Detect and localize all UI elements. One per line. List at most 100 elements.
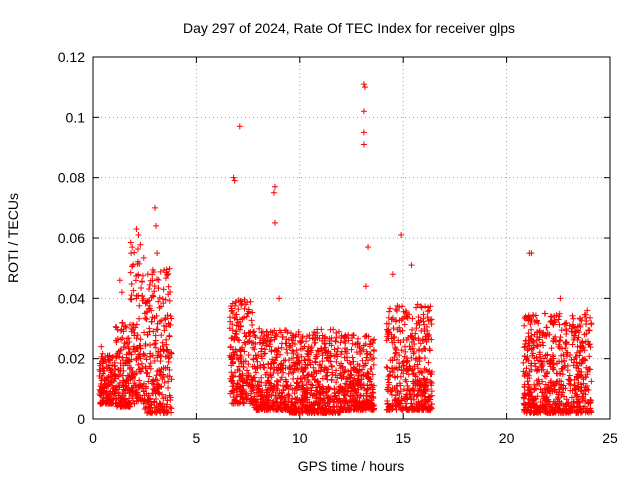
data-point bbox=[367, 351, 374, 358]
data-point bbox=[270, 370, 277, 377]
data-point bbox=[567, 381, 574, 388]
data-point bbox=[358, 348, 365, 355]
data-point bbox=[233, 331, 240, 338]
data-point bbox=[115, 373, 122, 380]
data-point bbox=[316, 401, 323, 408]
data-point bbox=[230, 394, 237, 401]
data-point bbox=[238, 346, 245, 353]
data-point bbox=[549, 351, 556, 358]
data-point bbox=[160, 286, 167, 293]
data-point bbox=[295, 331, 302, 338]
data-point bbox=[271, 183, 278, 190]
data-point bbox=[588, 321, 595, 328]
data-point bbox=[323, 347, 330, 354]
data-point bbox=[157, 358, 164, 365]
data-point bbox=[115, 366, 122, 373]
data-point bbox=[148, 318, 155, 325]
data-point bbox=[232, 346, 239, 353]
data-point bbox=[150, 376, 157, 383]
data-point bbox=[339, 363, 346, 370]
data-point bbox=[244, 367, 251, 374]
data-point bbox=[226, 314, 233, 321]
data-point bbox=[566, 372, 573, 379]
data-point bbox=[340, 391, 347, 398]
data-point bbox=[140, 400, 147, 407]
data-point bbox=[252, 352, 259, 359]
data-point bbox=[408, 262, 415, 269]
data-point bbox=[271, 383, 278, 390]
data-point bbox=[308, 343, 315, 350]
data-point bbox=[152, 386, 159, 393]
data-point bbox=[151, 341, 158, 348]
data-point bbox=[257, 388, 264, 395]
data-point bbox=[99, 399, 106, 406]
data-point bbox=[117, 347, 124, 354]
data-point bbox=[278, 365, 285, 372]
data-point bbox=[100, 398, 107, 405]
data-point bbox=[238, 354, 245, 361]
data-point bbox=[117, 360, 124, 367]
data-point bbox=[103, 394, 110, 401]
data-point bbox=[117, 394, 124, 401]
data-point bbox=[323, 355, 330, 362]
data-point bbox=[105, 381, 112, 388]
data-point bbox=[293, 347, 300, 354]
data-point bbox=[241, 339, 248, 346]
data-point bbox=[227, 344, 234, 351]
data-point bbox=[361, 84, 368, 91]
data-point bbox=[245, 352, 252, 359]
data-point bbox=[99, 384, 106, 391]
data-point bbox=[428, 321, 435, 328]
data-point bbox=[140, 254, 147, 261]
data-point bbox=[388, 391, 395, 398]
data-point bbox=[142, 397, 149, 404]
data-point bbox=[305, 371, 312, 378]
data-point bbox=[569, 312, 576, 319]
x-tick-label: 25 bbox=[602, 430, 618, 446]
data-point bbox=[297, 337, 304, 344]
data-point bbox=[139, 297, 146, 304]
data-point bbox=[347, 367, 354, 374]
data-point bbox=[283, 336, 290, 343]
data-point bbox=[293, 387, 300, 394]
data-point bbox=[353, 349, 360, 356]
data-point bbox=[304, 353, 311, 360]
data-point bbox=[283, 378, 290, 385]
data-point bbox=[276, 295, 283, 302]
data-point bbox=[273, 377, 280, 384]
data-point bbox=[311, 329, 318, 336]
data-point bbox=[558, 327, 565, 334]
data-point bbox=[139, 278, 146, 285]
data-point bbox=[317, 392, 324, 399]
data-point bbox=[292, 360, 299, 367]
data-point bbox=[319, 406, 326, 413]
data-point bbox=[326, 395, 333, 402]
data-point bbox=[263, 389, 270, 396]
data-point bbox=[238, 301, 245, 308]
data-point bbox=[151, 387, 158, 394]
data-point bbox=[531, 385, 538, 392]
data-point bbox=[235, 381, 242, 388]
data-point bbox=[133, 335, 140, 342]
data-point bbox=[141, 329, 148, 336]
data-point bbox=[130, 397, 137, 404]
data-point bbox=[298, 364, 305, 371]
data-point bbox=[133, 345, 140, 352]
data-point bbox=[131, 400, 138, 407]
data-point bbox=[98, 353, 105, 360]
data-point bbox=[121, 396, 128, 403]
data-point bbox=[258, 348, 265, 355]
data-point bbox=[285, 370, 292, 377]
data-point bbox=[587, 314, 594, 321]
data-point bbox=[289, 369, 296, 376]
data-point bbox=[314, 405, 321, 412]
data-point bbox=[164, 372, 171, 379]
data-point bbox=[292, 406, 299, 413]
data-point bbox=[138, 284, 145, 291]
data-point bbox=[127, 296, 134, 303]
data-point bbox=[319, 332, 326, 339]
data-point bbox=[265, 396, 272, 403]
data-point bbox=[290, 369, 297, 376]
data-point bbox=[239, 298, 246, 305]
